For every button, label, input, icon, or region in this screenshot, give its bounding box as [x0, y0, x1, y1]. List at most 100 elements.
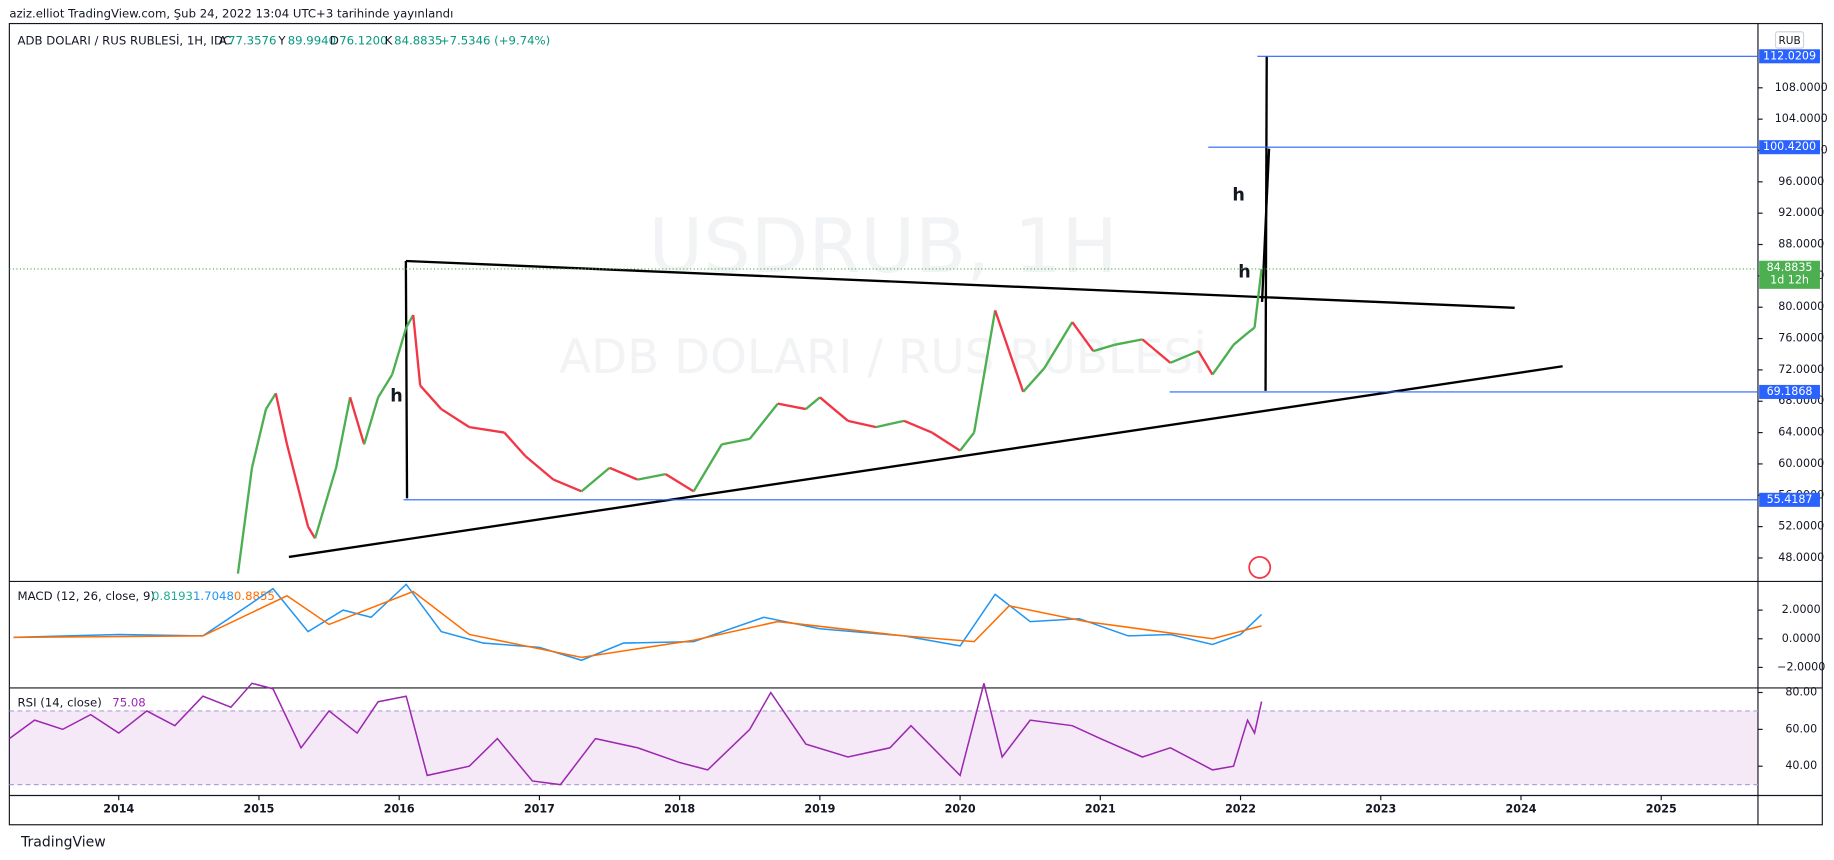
- trend-line: [405, 259, 1515, 309]
- countdown: 1d 12h: [1770, 274, 1809, 287]
- price-segment: [692, 443, 723, 492]
- level-badge: [1759, 49, 1820, 64]
- price-segment: [847, 419, 877, 429]
- y-tick-label: 76.0000: [1778, 332, 1824, 345]
- measure-line: [404, 260, 409, 499]
- measure-line: [1260, 148, 1271, 302]
- price-segment: [805, 396, 821, 410]
- price-segment: [1169, 350, 1199, 364]
- annotation: h: [1238, 263, 1250, 283]
- indicator-title: RSI (14, close): [18, 696, 102, 710]
- price-segment: [903, 419, 933, 434]
- price-segment: [524, 455, 555, 481]
- y-tick-label: 0.0000: [1782, 632, 1821, 645]
- ohlc-key: A: [219, 34, 227, 48]
- y-tick-label: 104.0000: [1775, 112, 1828, 125]
- annotation: h: [390, 387, 402, 407]
- y-tick-label: −2.0000: [1777, 660, 1825, 673]
- price-segment: [363, 396, 380, 445]
- x-tick-label: 2021: [1085, 803, 1116, 816]
- price-segment: [469, 425, 505, 434]
- price-segment: [334, 397, 352, 469]
- x-tick-label: 2020: [945, 803, 976, 816]
- ohlc-value: 84.8835: [394, 34, 442, 48]
- price-segment: [994, 309, 1011, 352]
- ohlc-key: D: [330, 34, 339, 48]
- trend-line: [288, 365, 1563, 559]
- price-segment: [274, 393, 289, 445]
- y-tick-label: 52.0000: [1778, 520, 1824, 533]
- price-segment: [313, 467, 338, 539]
- y-tick-label: 48.0000: [1778, 551, 1824, 564]
- price-segment: [1253, 268, 1263, 328]
- price-segment: [721, 437, 750, 446]
- price-segment: [1071, 321, 1095, 352]
- y-tick-label: 108.0000: [1775, 81, 1828, 94]
- indicator-readout: 0.8193: [152, 589, 193, 603]
- level-label: 112.0209: [1763, 49, 1816, 62]
- price-segment: [1232, 332, 1249, 346]
- price-segment: [1114, 338, 1143, 346]
- price-segment: [819, 396, 849, 422]
- x-tick-label: 2019: [804, 803, 835, 816]
- annotation: h: [1232, 185, 1244, 205]
- indicator-readout: 75.08: [112, 696, 145, 710]
- ohlc-value: 89.9940: [288, 34, 336, 48]
- price-segment: [931, 431, 961, 452]
- x-tick-label: 2018: [664, 803, 695, 816]
- price-segment: [875, 419, 905, 429]
- level-badge: [1759, 140, 1820, 155]
- last-price-label: 84.8835: [1767, 261, 1813, 274]
- frame: [8, 22, 1823, 826]
- x-tick-label: 2016: [384, 803, 415, 816]
- price-segment: [419, 384, 443, 410]
- drawings: [288, 56, 1563, 559]
- price-segment: [986, 310, 997, 352]
- price-segment: [405, 314, 415, 329]
- ohlc-key: K: [385, 34, 393, 48]
- currency: RUB: [1778, 35, 1800, 47]
- rsi-band: [9, 710, 1758, 785]
- price-segment: [412, 314, 422, 386]
- change: +7.5346 (+9.74%): [440, 34, 550, 48]
- y-tick-label: 60.00: [1785, 722, 1817, 735]
- y-tick-label: 64.0000: [1778, 426, 1824, 439]
- x-tick-label: 2023: [1365, 803, 1396, 816]
- currency-badge[interactable]: [1774, 31, 1805, 49]
- price-segment: [236, 467, 254, 574]
- header: aziz.elliot TradingView.com, Şub 24, 202…: [9, 7, 453, 21]
- x-tick-label: 2015: [243, 803, 274, 816]
- price-segment: [250, 408, 268, 469]
- price-segment: [1211, 344, 1235, 376]
- price-segment: [609, 466, 639, 481]
- event-icon[interactable]: [1248, 556, 1272, 579]
- price-segment: [1022, 367, 1046, 393]
- price-segment: [959, 431, 976, 452]
- symbol: ADB DOLARI / RUS RUBLESİ, 1H, IDC: [18, 33, 232, 48]
- level-label: 69.1868: [1767, 385, 1813, 398]
- watermark: ADB DOLARI / RUS RUBLESİ: [559, 330, 1207, 385]
- price-segment: [777, 402, 807, 411]
- price-segment: [637, 472, 666, 481]
- level-label: 55.4187: [1767, 493, 1813, 506]
- price-segment: [552, 478, 582, 493]
- price-segment: [391, 327, 408, 375]
- x-tick-label: 2024: [1506, 803, 1537, 816]
- price-segment: [307, 526, 317, 539]
- y-tick-label: 2.0000: [1782, 603, 1821, 616]
- price-segment: [665, 473, 695, 493]
- y-tick-label: 80.0000: [1778, 300, 1824, 313]
- symbol-legend: ADB DOLARI / RUS RUBLESİ, 1H, IDC A 77.3…: [18, 33, 551, 48]
- price-segment: [748, 402, 779, 440]
- price-segment: [1008, 350, 1025, 393]
- level-label: 100.4200: [1763, 140, 1816, 153]
- price-segment: [1141, 338, 1172, 364]
- watermark: USDRUB, 1H: [648, 203, 1118, 290]
- price-segment: [440, 408, 470, 429]
- price-segment: [264, 392, 277, 410]
- price-segment: [1043, 321, 1074, 369]
- y-tick-label: 72.0000: [1778, 363, 1824, 376]
- y-tick-label: 80.00: [1785, 686, 1817, 699]
